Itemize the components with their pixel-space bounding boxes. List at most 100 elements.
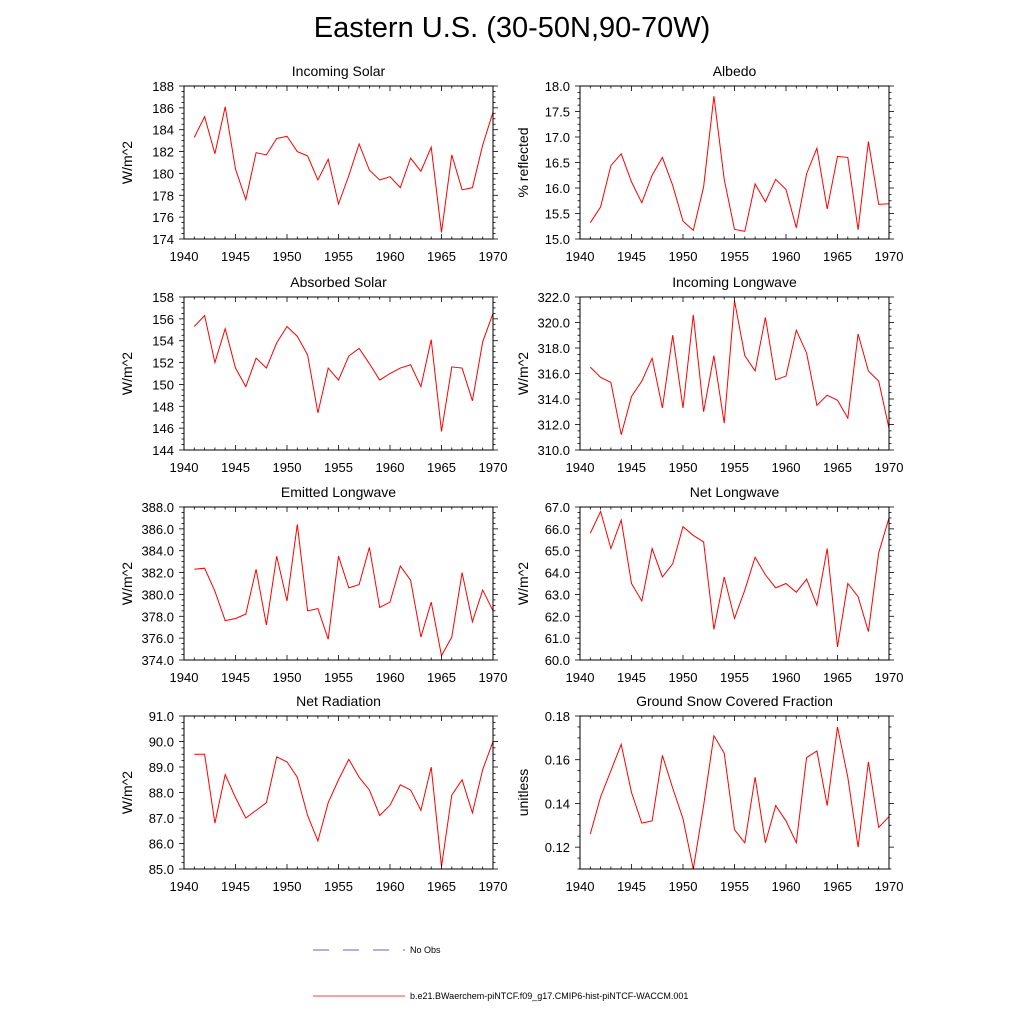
series-line [193,313,493,432]
x-tick-label: 1960 [772,879,801,894]
chart-title: Emitted Longwave [281,484,396,500]
x-tick-label: 1945 [221,879,250,894]
x-tick-label: 1960 [772,460,801,475]
x-tick-label: 1965 [823,670,852,685]
chart-panel-5: 1940 1945 1950 1955 1960 1965 1970 60.0 61.0 62.0… [515,484,903,685]
x-tick-label: 1960 [376,879,405,894]
y-tick-label: 16.5 [545,156,570,171]
x-tick-label: 1965 [823,879,852,894]
series-line [194,524,493,658]
y-tick-label: 17.5 [545,105,570,120]
series-line [589,726,889,869]
x-tick-label: 1940 [170,670,199,685]
y-tick-label: 62.0 [545,609,570,624]
y-axis-label: W/m^2 [119,771,135,814]
chart-title: Net Radiation [296,693,381,709]
y-tick-label: 91.0 [149,709,174,724]
x-tick-label: 1950 [273,460,302,475]
y-tick-label: 90.0 [149,735,174,750]
x-tick-label: 1945 [617,879,646,894]
y-tick-label: 384.0 [141,544,174,559]
chart-panel-3: 1940 1945 1950 1955 1960 1965 1970 310.0 312.0 31… [515,274,903,475]
y-axis-label: W/m^2 [515,562,531,605]
y-tick-label: 176 [152,210,174,225]
x-tick-label: 1950 [669,249,698,264]
x-tick-label: 1960 [772,249,801,264]
y-tick-label: 154 [152,334,174,349]
y-tick-label: 376.0 [141,631,174,646]
x-tick-label: 1965 [427,879,456,894]
x-tick-label: 1950 [273,879,302,894]
y-tick-label: 312.0 [537,418,570,433]
chart-panel-1: 1940 1945 1950 1955 1960 1965 1970 15.0 15.5 16.0… [515,63,903,264]
y-tick-label: 63.0 [545,587,570,602]
series-line [589,300,889,435]
series-line [193,106,493,233]
y-tick-label: 378.0 [141,609,174,624]
y-tick-label: 65.0 [545,544,570,559]
y-axis-label: W/m^2 [515,352,531,395]
y-tick-label: 158 [152,290,174,305]
legend-model-label: b.e21.BWaerchem-piNTCF.f09_g17.CMIP6-his… [410,991,688,1001]
chart-title: Albedo [713,63,757,79]
x-tick-label: 1955 [720,460,749,475]
x-tick-label: 1970 [875,249,904,264]
x-tick-label: 1960 [376,670,405,685]
y-tick-label: 380.0 [141,587,174,602]
chart-panel-0: 1940 1945 1950 1955 1960 1965 1970 174 176 178 180… [119,63,507,264]
x-tick-label: 1965 [823,460,852,475]
y-tick-label: 156 [152,312,174,327]
x-tick-label: 1945 [221,460,250,475]
x-tick-label: 1960 [376,460,405,475]
y-tick-label: 89.0 [149,760,174,775]
y-tick-label: 148 [152,399,174,414]
y-tick-label: 60.0 [545,653,570,668]
x-tick-label: 1950 [669,460,698,475]
x-tick-label: 1970 [479,670,508,685]
x-tick-label: 1945 [617,460,646,475]
chart-panel-4: 1940 1945 1950 1955 1960 1965 1970 374.0 376.0 37… [119,484,507,685]
y-axis-label: unitless [515,769,531,816]
x-tick-label: 1965 [427,249,456,264]
y-axis-label: W/m^2 [119,352,135,395]
legend-obs-label: No Obs [410,945,441,955]
x-tick-label: 1970 [479,249,508,264]
y-tick-label: 374.0 [141,653,174,668]
y-tick-label: 388.0 [141,500,174,515]
y-tick-label: 87.0 [149,811,174,826]
x-tick-label: 1970 [479,460,508,475]
y-tick-label: 322.0 [537,290,570,305]
y-tick-label: 66.0 [545,522,570,537]
y-tick-label: 150 [152,377,174,392]
y-tick-label: 15.5 [545,207,570,222]
y-tick-label: 67.0 [545,500,570,515]
y-tick-label: 146 [152,421,174,436]
x-tick-label: 1960 [376,249,405,264]
x-tick-label: 1955 [720,670,749,685]
y-tick-label: 316.0 [537,367,570,382]
y-tick-label: 18.0 [545,79,570,94]
y-tick-label: 0.16 [545,753,570,768]
chart-panel-2: 1940 1945 1950 1955 1960 1965 1970 144 146 148 150… [119,274,507,475]
x-tick-label: 1955 [324,460,353,475]
chart-title: Incoming Longwave [672,274,797,290]
x-tick-label: 1950 [669,879,698,894]
chart-title: Absorbed Solar [290,274,387,290]
x-tick-label: 1950 [669,670,698,685]
y-tick-label: 184 [152,123,174,138]
y-tick-label: 152 [152,356,174,371]
chart-panel-6: 1940 1945 1950 1955 1960 1965 1970 85.0 86.0 87.0… [119,693,507,894]
chart-title: Net Longwave [690,484,780,500]
x-tick-label: 1955 [324,879,353,894]
series-line [589,509,889,647]
y-tick-label: 0.14 [545,796,570,811]
x-tick-label: 1940 [566,670,595,685]
series-line [194,741,493,867]
x-tick-label: 1945 [221,670,250,685]
x-tick-label: 1970 [875,879,904,894]
y-tick-label: 15.0 [545,232,570,247]
y-axis-label: W/m^2 [119,562,135,605]
x-tick-label: 1940 [566,879,595,894]
